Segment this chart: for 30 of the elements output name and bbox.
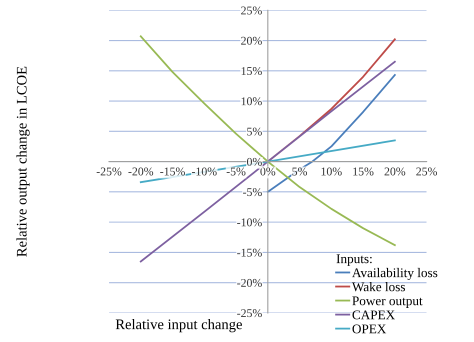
y-tick-label: -15% bbox=[237, 248, 262, 257]
legend-label: OPEX bbox=[352, 324, 386, 334]
x-tick-label: 10% bbox=[322, 167, 342, 176]
y-tick-label: 25% bbox=[241, 6, 262, 15]
x-tick-label: -20% bbox=[128, 167, 154, 176]
x-tick-label: 5% bbox=[292, 167, 308, 176]
y-tick-label: -25% bbox=[237, 309, 262, 318]
x-tick-label: -10% bbox=[192, 167, 217, 176]
y-tick-label: -10% bbox=[237, 218, 262, 226]
x-tick-label: -15% bbox=[160, 167, 185, 176]
legend-label: Wake loss bbox=[352, 282, 405, 292]
x-tick-label: 25% bbox=[416, 167, 438, 176]
x-tick-label: 20% bbox=[384, 167, 406, 176]
x-tick-label: 15% bbox=[353, 167, 374, 176]
legend-label: CAPEX bbox=[352, 310, 395, 320]
legend-title: Inputs: bbox=[336, 254, 372, 266]
x-tick-label: -25% bbox=[96, 167, 122, 176]
y-tick-label: 10% bbox=[242, 97, 262, 106]
y-tick-label: 15% bbox=[242, 67, 262, 76]
legend-label: Power output bbox=[352, 296, 423, 308]
y-tick-label: 5% bbox=[247, 128, 262, 136]
x-axis-title: Relative input change bbox=[116, 318, 242, 332]
x-tick-label: 0% bbox=[260, 167, 276, 176]
legend-label: Availability loss bbox=[352, 268, 438, 280]
x-tick-label: -5% bbox=[226, 167, 246, 176]
y-tick-label: -20% bbox=[237, 278, 262, 287]
y-tick-label: 0% bbox=[246, 158, 262, 166]
y-tick-label: -5% bbox=[243, 188, 262, 196]
y-tick-label: 20% bbox=[241, 36, 262, 45]
y-axis-title: Relative output change in LCOE bbox=[16, 66, 30, 257]
